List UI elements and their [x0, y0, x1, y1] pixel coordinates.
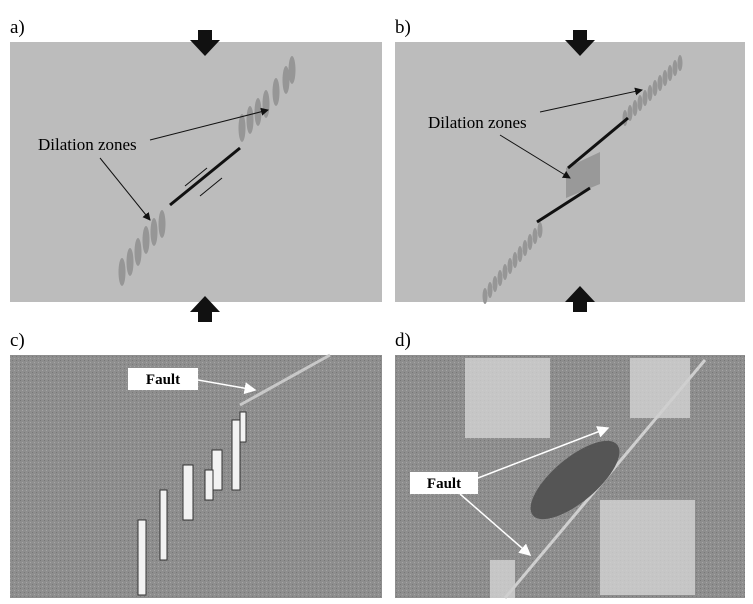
- dilation-zone: [151, 218, 158, 246]
- panel-b: Dilation zones: [395, 42, 745, 304]
- dilation-zone: [135, 238, 142, 266]
- dilation-zone: [658, 75, 663, 91]
- panel-label: c): [10, 330, 25, 351]
- panel-label: a): [10, 17, 25, 38]
- dilation-zone: [638, 95, 643, 111]
- dilation-zone: [533, 228, 538, 244]
- dilation-zone: [528, 234, 533, 250]
- annotation: Dilation zones: [428, 113, 527, 132]
- dilation-zone: [523, 240, 528, 256]
- panel-c: Fault: [10, 355, 382, 598]
- annotation: Fault: [427, 476, 461, 492]
- dilation-zone: [273, 78, 280, 106]
- dilation-zone: [503, 264, 508, 280]
- dilation-zone: [143, 226, 150, 254]
- dilation-zone: [673, 60, 678, 76]
- dilation-zone: [488, 282, 493, 298]
- dilation-zone: [289, 56, 296, 84]
- dilation-zone: [498, 270, 503, 286]
- dilation-zone: [668, 65, 673, 81]
- dilation-zone: [508, 258, 513, 274]
- fracture: [205, 470, 213, 500]
- dilation-zone: [643, 90, 648, 106]
- fracture: [138, 520, 146, 595]
- dilation-zone: [247, 106, 254, 134]
- dilation-zone: [663, 70, 668, 86]
- annotation: Dilation zones: [38, 135, 137, 154]
- dilation-zone: [648, 85, 653, 101]
- fracture: [232, 420, 240, 490]
- dilation-zone: [239, 114, 246, 142]
- panel-background: [10, 355, 382, 598]
- panel-background: [10, 42, 382, 302]
- damage-patch: [600, 500, 695, 595]
- fracture: [160, 490, 167, 560]
- figure: a) b) c) d) Dilation zones Dilation zone…: [0, 0, 753, 604]
- panel-label: d): [395, 330, 411, 351]
- fracture: [240, 412, 246, 442]
- dilation-zone: [159, 210, 166, 238]
- dilation-zone: [633, 100, 638, 116]
- dilation-zone: [518, 246, 523, 262]
- dilation-zone: [538, 222, 543, 238]
- dilation-zone: [493, 276, 498, 292]
- fracture: [183, 465, 193, 520]
- dilation-zone: [483, 288, 488, 304]
- dilation-zone: [283, 66, 290, 94]
- panel-a: Dilation zones: [10, 42, 382, 302]
- annotation: Fault: [146, 372, 180, 388]
- panel-d: Fault: [395, 355, 745, 598]
- dilation-zone: [127, 248, 134, 276]
- panel-label: b): [395, 17, 411, 38]
- dilation-zone: [513, 252, 518, 268]
- dilation-zone: [263, 90, 270, 118]
- dilation-zone: [678, 55, 683, 71]
- dilation-zone: [653, 80, 658, 96]
- damage-patch: [465, 358, 550, 438]
- dilation-zone: [119, 258, 126, 286]
